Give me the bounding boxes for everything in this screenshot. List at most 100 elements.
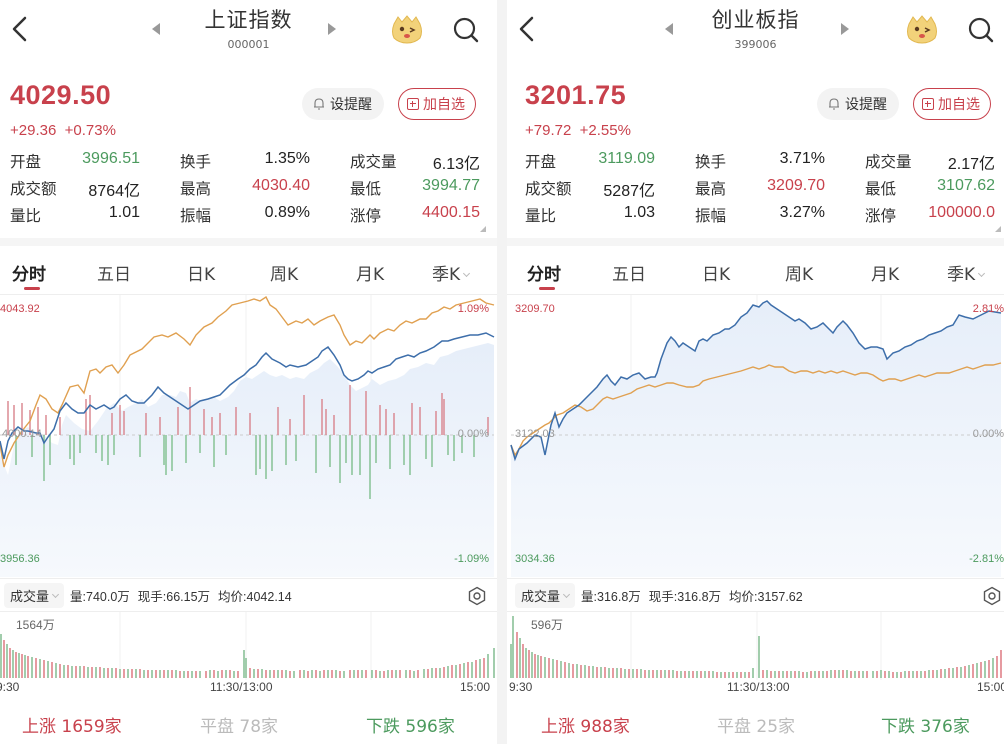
stat-volume-ratio-value: 1.01 <box>108 204 140 221</box>
current-price: 3201.75 <box>525 80 627 110</box>
intraday-chart[interactable]: 4043.92 1.09% 4000.14 0.00% 3956.36 -1.0… <box>0 294 497 577</box>
tab-monthly-k[interactable]: 月K <box>356 265 385 285</box>
search-icon[interactable] <box>967 16 995 44</box>
volume-chart-graphic <box>0 612 495 680</box>
set-alert-button[interactable]: 设提醒 <box>302 88 384 120</box>
unchanged-label: 平盘 <box>200 717 234 737</box>
tab-intraday[interactable]: 分时 <box>527 265 561 285</box>
stat-volume-value: 6.13亿 <box>432 156 480 173</box>
expand-corner-icon[interactable] <box>480 226 486 232</box>
average-price: 均价:3157.62 <box>729 589 803 604</box>
change-value: +29.36 <box>10 122 57 139</box>
y-axis-mid-label: 4000.14 <box>2 428 42 440</box>
volume-max-label: 1564万 <box>16 618 55 632</box>
tab-quarterly-k[interactable]: 季K <box>947 260 986 285</box>
active-tab-indicator <box>539 287 555 290</box>
chart-period-tabs: 分时 五日 日K 周K 月K 季K <box>507 250 1004 294</box>
stats-row: 量比 1.01 振幅 0.89% 涨停 4400.15 <box>10 204 480 231</box>
panel-chinext-index: 创业板指 399006 3201.75 +79.72 +2.55% 设提醒 加自… <box>507 0 1004 744</box>
pct-axis-mid-label: 0.00% <box>457 428 489 440</box>
tab-quarterly-k[interactable]: 季K <box>432 260 471 285</box>
y-axis-max-label: 4043.92 <box>0 303 40 315</box>
stat-label: 振幅 <box>180 207 212 225</box>
pct-axis-min-label: -1.09% <box>454 553 489 565</box>
time-midday-label: 11:30/13:00 <box>210 680 273 694</box>
volume-total: 量:740.0万 <box>70 589 130 604</box>
volume-max-label: 596万 <box>531 618 564 632</box>
tab-five-day[interactable]: 五日 <box>97 265 131 285</box>
stat-volume-ratio-value: 1.03 <box>623 204 655 221</box>
unchanged-count: 78家 <box>239 717 279 737</box>
prev-index-arrow-icon[interactable] <box>152 23 160 35</box>
change-percent: +0.73% <box>64 122 116 139</box>
volume-chart[interactable]: 596万 <box>507 612 1004 682</box>
time-open-label: 9:30 <box>0 680 20 694</box>
tab-weekly-k[interactable]: 周K <box>270 265 299 285</box>
average-price: 均价:4042.14 <box>218 589 292 604</box>
quote-stats: 开盘 3996.51 换手 1.35% 成交量 6.13亿 成交额 8764亿 最高 40… <box>10 150 480 231</box>
prev-index-arrow-icon[interactable] <box>665 23 673 35</box>
section-divider <box>0 238 497 246</box>
volume-total: 量:316.8万 <box>581 589 641 604</box>
stat-label: 换手 <box>180 153 212 171</box>
stat-low-value: 3107.62 <box>937 177 995 194</box>
chevron-down-icon <box>978 269 986 278</box>
change-value: +79.72 <box>525 122 572 139</box>
back-arrow-icon[interactable] <box>8 14 32 44</box>
tab-monthly-k[interactable]: 月K <box>871 265 900 285</box>
decliners-count: 376家 <box>920 717 970 737</box>
stats-row: 量比 1.03 振幅 3.27% 涨停 100000.0 <box>525 204 995 231</box>
mascot-icon[interactable] <box>390 14 424 44</box>
add-watchlist-label: 加自选 <box>938 97 980 113</box>
volume-current-hand: 现手:66.15万 <box>137 589 211 604</box>
chevron-down-icon <box>463 269 471 278</box>
stat-open-value: 3119.09 <box>598 150 655 167</box>
stat-turnover-value: 1.35% <box>264 150 310 167</box>
add-watchlist-button[interactable]: 加自选 <box>913 88 991 120</box>
unchanged: 平盘 25家 <box>717 712 795 737</box>
time-close-label: 15:00 <box>460 680 491 694</box>
indicator-selector[interactable]: 成交量 <box>515 582 576 608</box>
settings-gear-icon[interactable] <box>982 586 1002 606</box>
price-change: +29.36 +0.73% <box>10 122 116 139</box>
tab-intraday[interactable]: 分时 <box>12 265 46 285</box>
time-midday-label: 11:30/13:00 <box>727 680 790 694</box>
tab-quarterly-k-label: 季K <box>432 265 461 285</box>
add-watchlist-button[interactable]: 加自选 <box>398 88 476 120</box>
chart-period-tabs: 分时 五日 日K 周K 月K 季K <box>0 250 497 294</box>
stat-label: 成交额 <box>10 180 57 198</box>
top-bar: 创业板指 399006 <box>507 0 1004 64</box>
decliners: 下跌 596家 <box>366 712 455 737</box>
next-index-arrow-icon[interactable] <box>328 23 336 35</box>
market-breadth: 上涨 1659家 平盘 78家 下跌 596家 <box>0 712 497 742</box>
stat-label: 开盘 <box>10 153 42 171</box>
pct-axis-max-label: 2.81% <box>972 303 1004 315</box>
stat-high-value: 4030.40 <box>252 177 310 194</box>
back-arrow-icon[interactable] <box>515 14 539 44</box>
set-alert-button[interactable]: 设提醒 <box>817 88 899 120</box>
unchanged-count: 25家 <box>756 717 796 737</box>
next-index-arrow-icon[interactable] <box>841 23 849 35</box>
expand-corner-icon[interactable] <box>995 226 1001 232</box>
mascot-icon[interactable] <box>905 14 939 44</box>
decliners-count: 596家 <box>405 717 455 737</box>
time-close-label: 15:00 <box>977 680 1004 694</box>
stat-label: 换手 <box>695 153 727 171</box>
avg-line <box>0 295 495 468</box>
price-line <box>510 300 1002 462</box>
index-title: 上证指数 <box>204 8 293 32</box>
tab-daily-k[interactable]: 日K <box>187 265 216 285</box>
stat-label: 涨停 <box>865 207 897 225</box>
plus-icon <box>407 98 419 110</box>
tab-five-day[interactable]: 五日 <box>612 265 646 285</box>
settings-gear-icon[interactable] <box>467 586 487 606</box>
intraday-chart[interactable]: 3209.70 2.81% 3122.03 0.00% 3034.36 -2.8… <box>507 294 1004 577</box>
search-icon[interactable] <box>452 16 480 44</box>
volume-chart[interactable]: 1564万 <box>0 612 497 682</box>
tab-weekly-k[interactable]: 周K <box>785 265 814 285</box>
active-tab-indicator <box>24 287 40 290</box>
intraday-chart-graphic <box>0 295 495 577</box>
indicator-selector[interactable]: 成交量 <box>4 582 65 608</box>
set-alert-label: 设提醒 <box>845 97 887 113</box>
tab-daily-k[interactable]: 日K <box>702 265 731 285</box>
